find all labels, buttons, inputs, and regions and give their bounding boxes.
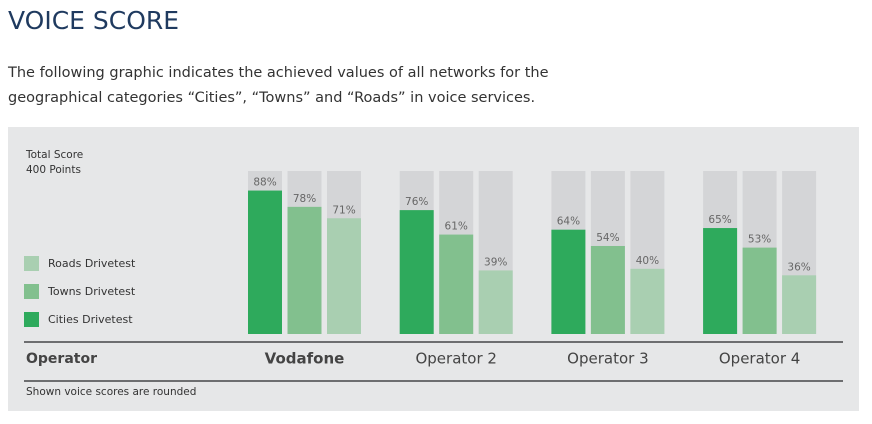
bar: [248, 190, 282, 334]
description-line: geographical categories “Cities”, “Towns…: [8, 90, 535, 106]
x-label: Operator: [26, 351, 97, 367]
legend-label: Roads Drivetest: [48, 257, 136, 270]
value-label: 65%: [708, 214, 731, 226]
bar: [742, 247, 777, 334]
bar: [399, 210, 434, 334]
y-label: 400 Points: [26, 164, 81, 176]
y-label: Total Score: [25, 149, 83, 161]
bar: [630, 268, 665, 334]
legend-label: Towns Drivetest: [47, 285, 136, 298]
bar: [782, 275, 817, 334]
value-label: 76%: [405, 196, 428, 208]
x-tick-label: Operator 4: [719, 350, 800, 368]
bar: [327, 218, 361, 334]
x-tick-label: Operator 3: [567, 350, 648, 368]
legend-swatch: [24, 312, 39, 327]
x-tick-label: Vodafone: [265, 350, 345, 368]
x-tick-label: Operator 2: [415, 350, 496, 368]
legend-swatch: [24, 256, 39, 271]
value-label: 40%: [636, 255, 659, 267]
value-label: 71%: [332, 204, 355, 216]
value-label: 64%: [557, 216, 580, 228]
bar: [439, 234, 474, 334]
value-label: 54%: [596, 232, 619, 244]
bar: [478, 270, 513, 334]
bar: [703, 228, 738, 334]
value-label: 61%: [445, 221, 468, 233]
value-label: 78%: [293, 193, 316, 205]
value-label: 39%: [484, 256, 507, 268]
value-label: 88%: [253, 177, 276, 189]
value-label: 53%: [748, 234, 771, 246]
description-line: The following graphic indicates the achi…: [7, 65, 549, 81]
bar: [590, 245, 625, 334]
bar: [287, 206, 322, 334]
legend-label: Cities Drivetest: [48, 313, 133, 326]
page-title: VOICE SCORE: [8, 6, 179, 35]
bar: [551, 229, 586, 334]
value-label: 36%: [787, 261, 810, 273]
footnote: Shown voice scores are rounded: [26, 386, 196, 398]
legend-swatch: [24, 284, 39, 299]
